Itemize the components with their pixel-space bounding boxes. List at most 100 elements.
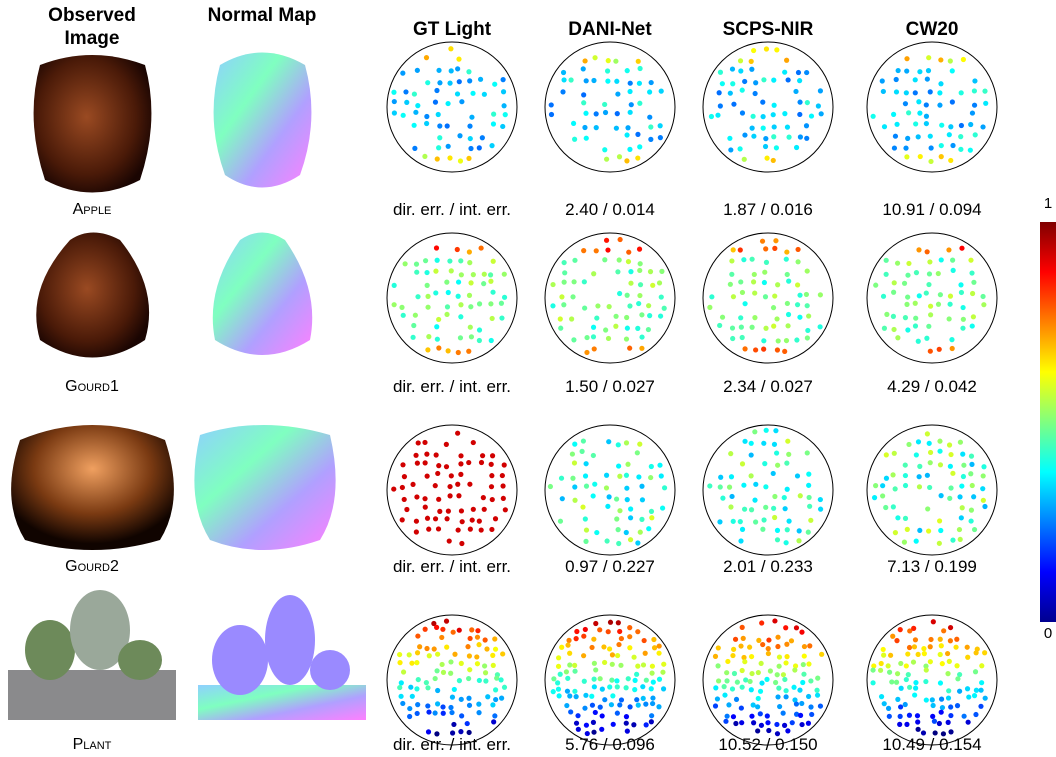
light-dot	[717, 69, 724, 75]
light-dot	[793, 144, 800, 151]
light-dot	[650, 679, 656, 685]
light-dot	[954, 663, 960, 669]
light-dot	[958, 289, 965, 296]
light-dot	[583, 78, 589, 84]
light-dot	[443, 618, 450, 624]
light-dot	[886, 713, 892, 719]
light-dot	[915, 651, 921, 658]
light-dot	[870, 680, 876, 686]
light-dot	[467, 526, 473, 532]
light-dot	[938, 142, 944, 149]
light-dot	[624, 314, 630, 321]
light-dot	[731, 670, 738, 677]
light-dot	[801, 653, 807, 659]
light-dot	[603, 327, 609, 333]
error-metric: 10.52 / 0.150	[718, 735, 818, 754]
light-dot	[643, 701, 649, 707]
light-dot	[649, 663, 656, 669]
light-dot	[765, 650, 771, 657]
light-plot	[386, 41, 518, 173]
light-dot	[556, 655, 562, 661]
light-dot	[915, 726, 921, 732]
light-dot	[490, 662, 496, 668]
light-dot	[804, 450, 810, 456]
light-dot	[657, 135, 663, 141]
light-dot	[618, 697, 625, 703]
light-dot	[485, 694, 491, 700]
light-dot	[788, 638, 795, 644]
light-dot	[980, 497, 986, 503]
light-dot	[902, 101, 909, 107]
light-dot	[958, 122, 965, 129]
light-dot	[627, 80, 633, 86]
light-dot	[904, 301, 910, 307]
light-dot	[470, 272, 476, 278]
light-dot	[804, 268, 810, 274]
light-dot	[627, 303, 633, 309]
light-dot	[555, 686, 562, 692]
light-dot	[455, 430, 461, 436]
light-dot	[400, 112, 406, 118]
light-dot	[597, 627, 603, 633]
light-dot	[885, 705, 892, 711]
light-dot	[628, 269, 634, 275]
light-dot	[893, 89, 900, 95]
light-dot	[730, 335, 736, 342]
light-dot	[775, 338, 781, 344]
light-dot	[911, 625, 917, 631]
light-dot	[617, 473, 623, 479]
light-dot	[415, 103, 421, 109]
light-dot	[651, 636, 657, 643]
light-plot	[866, 41, 998, 173]
light-dot	[784, 654, 790, 660]
light-dot	[400, 462, 406, 468]
light-dot	[923, 120, 929, 127]
light-dot	[772, 493, 778, 500]
light-dot	[413, 261, 420, 267]
light-dot	[891, 145, 898, 151]
column-header: CW20	[905, 19, 959, 40]
light-dot	[749, 125, 755, 131]
light-dot	[903, 145, 909, 151]
light-dot	[558, 475, 565, 481]
error-metric: 10.49 / 0.154	[882, 735, 982, 754]
light-dot	[639, 483, 645, 489]
light-dot	[776, 654, 783, 660]
light-dot	[456, 493, 462, 499]
light-dot	[979, 680, 985, 686]
light-dot	[786, 451, 792, 457]
light-dot	[938, 643, 944, 649]
light-dot	[457, 158, 464, 164]
light-dot	[761, 346, 767, 352]
light-plot	[866, 424, 998, 556]
light-dot	[590, 452, 596, 459]
light-dot	[637, 100, 643, 106]
light-dot	[770, 305, 777, 311]
light-dot	[771, 441, 778, 447]
light-dot	[784, 527, 790, 533]
light-dot	[568, 709, 574, 715]
light-dot	[636, 474, 642, 480]
light-dot	[449, 709, 455, 716]
light-dot	[581, 92, 587, 98]
light-dot	[912, 692, 918, 698]
light-dot	[938, 709, 944, 715]
light-dot	[797, 712, 804, 719]
light-dot	[971, 279, 977, 285]
light-dot	[730, 294, 737, 300]
light-dot	[738, 705, 744, 711]
light-dot	[635, 629, 641, 635]
light-dot	[726, 702, 732, 708]
light-dot	[414, 710, 420, 717]
light-dot	[924, 249, 930, 255]
light-dot	[490, 258, 496, 264]
light-dot	[935, 301, 942, 307]
light-dot	[730, 81, 736, 87]
light-dot	[960, 473, 967, 480]
light-dot	[583, 527, 590, 533]
light-dot	[761, 338, 767, 344]
light-dot	[808, 704, 814, 710]
light-dot	[904, 68, 910, 74]
light-dot	[637, 529, 643, 535]
light-dot	[980, 124, 986, 130]
